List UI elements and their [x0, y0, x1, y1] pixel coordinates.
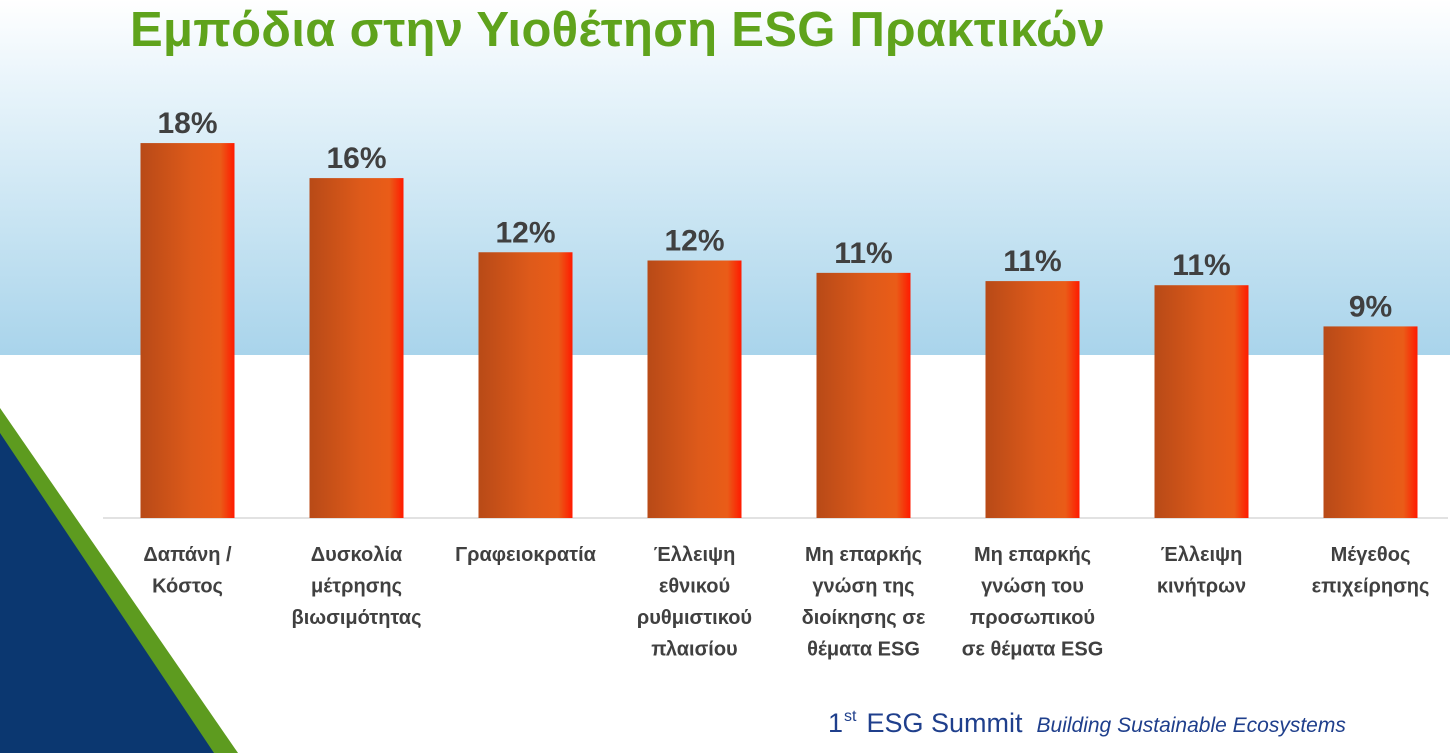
category-label-0: Δαπάνη / Κόστος — [143, 544, 232, 598]
category-label-line: προσωπικού — [970, 607, 1095, 629]
category-label-line: γνώση του — [981, 576, 1084, 598]
category-label-line: Μη επαρκής — [974, 544, 1091, 566]
bar-3 — [647, 260, 742, 518]
category-label-line: Γραφειοκρατία — [455, 544, 597, 566]
footer-ordinal-suffix: st — [844, 708, 857, 725]
category-label-1: Δυσκολία μέτρησης βιωσιμότητας — [292, 544, 422, 629]
category-label-line: Έλλειψη — [654, 544, 736, 566]
category-label-line: ρυθμιστικού — [637, 607, 752, 629]
category-label-5: Μη επαρκής γνώση του προσωπικού σε θέματα E… — [962, 544, 1104, 661]
category-label-line: βιωσιμότητας — [292, 607, 422, 629]
category-label-line: Δαπάνη / — [143, 544, 232, 566]
category-label-line: Μη επαρκής — [805, 544, 922, 566]
data-label-3: 12% — [664, 225, 724, 258]
category-label-6: Έλλειψη κινήτρων — [1157, 544, 1246, 598]
category-label-2: Γραφειοκρατία — [455, 544, 597, 566]
category-label-line: επιχείρησης — [1312, 576, 1430, 598]
bar-6 — [1154, 285, 1249, 518]
footer-ordinal: 1 — [828, 708, 844, 738]
category-label-line: θέματα ESG — [807, 639, 920, 661]
footer-tagline: Building Sustainable Ecosystems — [1036, 714, 1346, 737]
category-label-line: Μέγεθος — [1331, 544, 1411, 566]
category-label-line: γνώση της — [812, 576, 914, 598]
corner-navy-shape — [0, 433, 214, 753]
slide-title: Εμπόδια στην Υιοθέτηση ESG Πρακτικών — [130, 3, 1106, 57]
category-label-line: Έλλειψη — [1161, 544, 1243, 566]
data-label-7: 9% — [1349, 290, 1392, 323]
data-label-4: 11% — [834, 237, 892, 270]
category-label-3: Έλλειψη εθνικού ρυθμιστικού πλαισίου — [637, 544, 752, 661]
category-label-line: Δυσκολία — [311, 544, 403, 566]
bar-0 — [140, 143, 235, 518]
bar-5 — [985, 281, 1080, 518]
category-label-line: διοίκησης σε — [802, 607, 926, 629]
category-label-line: σε θέματα ESG — [962, 639, 1104, 661]
category-label-4: Μη επαρκής γνώση της διοίκησης σε θέματα ES… — [802, 544, 926, 661]
data-label-1: 16% — [326, 142, 386, 175]
bar-4 — [816, 272, 911, 518]
data-label-6: 11% — [1172, 249, 1230, 282]
category-label-line: κινήτρων — [1157, 576, 1246, 598]
category-label-7: Μέγεθος επιχείρησης — [1312, 544, 1430, 598]
category-label-line: πλαισίου — [651, 639, 737, 661]
category-label-line: εθνικού — [659, 576, 730, 598]
footer: 1st ESG Summit Building Sustainable Ecosys… — [828, 708, 1346, 739]
bar-1 — [309, 178, 404, 518]
category-label-line: μέτρησης — [311, 576, 402, 598]
bar-2 — [478, 252, 573, 518]
footer-event-name: ESG Summit — [866, 708, 1023, 738]
data-label-0: 18% — [157, 107, 217, 140]
data-label-5: 11% — [1003, 245, 1061, 278]
category-label-line: Κόστος — [152, 576, 223, 598]
data-label-2: 12% — [495, 216, 555, 249]
bar-7 — [1323, 326, 1418, 518]
